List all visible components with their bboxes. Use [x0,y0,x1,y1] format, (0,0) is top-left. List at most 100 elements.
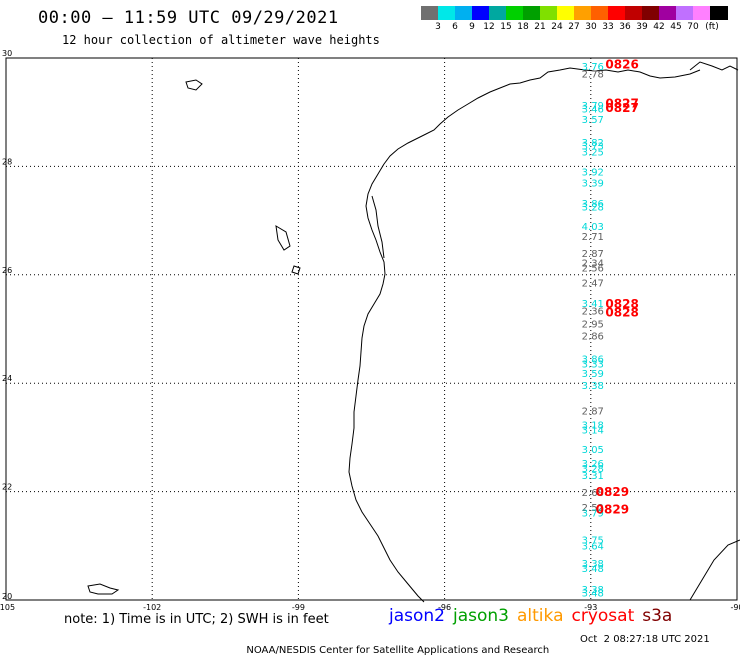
wave-height-label: 3.64 [582,542,604,553]
wave-height-label: 2.68 [582,488,604,499]
wave-height-label: 3.82 [582,138,604,149]
wave-height-label: 3.38 [582,381,604,392]
wave-height-label: 3.26 [582,459,604,470]
colorbar-label: 12 [483,22,495,32]
island-2 [87,583,120,595]
wave-height-label: 2.34 [582,259,604,270]
longitude-tick-label: -105 [0,603,15,612]
latitude-tick-label: 24 [2,374,12,383]
footer: NOAA/NESDIS Center for Satellite Applica… [240,634,709,667]
wave-height-label: 3.73 [582,142,604,153]
pass-time-label: 0829 [596,485,629,499]
wave-height-label: 2.87 [582,407,604,418]
wave-height-label: 3.59 [582,369,604,380]
lat-lon-grid [5,57,738,601]
wave-height-values: 3.762.783.793.463.573.823.733.253.923.39… [582,62,604,600]
yucatan-coast [689,539,740,601]
latitude-tick-label: 28 [2,157,12,166]
pass-time-label: 0829 [596,502,629,516]
wave-height-label: 3.05 [582,445,604,456]
footer-credit: NOAA/NESDIS Center for Satellite Applica… [246,645,550,656]
wave-height-label: 3.41 [582,299,604,310]
colorbar-label: 9 [469,22,475,32]
wave-height-label: 2.78 [582,70,604,81]
legend-entry-s3a: s3a [642,606,673,626]
colorbar-label: 70 [687,22,699,32]
colorbar-label: 15 [500,22,512,32]
wave-height-label: 2.36 [582,306,604,317]
map-note: note: 1) Time is in UTC; 2) SWH is in fe… [64,612,329,627]
wave-height-label: 3.79 [582,509,604,520]
wave-height-label: 3.86 [582,355,604,366]
colorbar-label: 18 [517,22,529,32]
wave-height-label: 3.31 [582,471,604,482]
colorbar-label: 33 [602,22,614,32]
wave-height-label: 4.03 [582,222,604,233]
wave-height-label: 3.86 [582,199,604,210]
longitude-tick-label: -96 [438,603,451,612]
latitude-tick-label: 30 [2,49,12,58]
island-1 [185,79,203,91]
wave-height-label: 2.56 [582,264,604,275]
legend-entry-cryosat: cryosat [571,606,635,626]
gulf-coastline [348,67,701,603]
legend-entry-jason2: jason2 [389,606,445,626]
wave-height-label: 3.33 [582,359,604,370]
wave-height-label: 3.48 [582,589,604,600]
colorbar-label: 39 [636,22,648,32]
longitude-labels: -105 -102 -99 -96 -93 -90 [0,603,740,612]
colorbar-label: 21 [534,22,546,32]
wave-height-label: 2.47 [582,279,604,290]
wave-height-label: 2.71 [582,232,604,243]
longitude-tick-label: -102 [143,603,161,612]
delta-coast [689,61,739,71]
wave-height-label: 3.39 [582,178,604,189]
wave-height-label: 3.76 [582,62,604,73]
chart-title: 00:00 – 11:59 UTC 09/29/2021 [38,8,339,28]
wave-height-label: 2.95 [582,319,604,330]
colorbar-label: 3 [435,22,441,32]
pass-time-label: 0827 [605,101,638,115]
wave-height-label: 2.87 [582,249,604,260]
legend-entry-jason3: jason3 [453,606,509,626]
wave-height-label: 3.38 [582,559,604,570]
colorbar-label: (ft) [705,22,719,32]
wave-height-label: 3.28 [582,202,604,213]
longitude-tick-label: -93 [584,603,597,612]
legend-entry-altika: altika [517,606,564,626]
coastline [87,61,740,603]
wave-height-label: 3.25 [582,148,604,159]
colorbar-label: 36 [619,22,631,32]
map-frame [5,57,738,601]
wave-height-label: 3.18 [582,421,604,432]
latitude-labels: 20 22 24 26 28 30 [2,49,12,601]
longitude-tick-label: -90 [730,603,740,612]
colorbar-label: 42 [653,22,665,32]
wave-height-label: 3.75 [582,536,604,547]
wave-height-label: 3.38 [582,585,604,596]
wave-height-label: 3.48 [582,564,604,575]
colorbar-label: 27 [568,22,580,32]
longitude-tick-label: -99 [292,603,305,612]
colorbar-label: 30 [585,22,597,32]
wave-height-label: 3.28 [582,464,604,475]
latitude-tick-label: 26 [2,266,12,275]
colorbar-label: 45 [670,22,682,32]
pass-time-label: 0827 [605,96,638,110]
wave-height-label: 2.86 [582,331,604,342]
latitude-tick-label: 20 [2,592,12,601]
inland-lake-1 [275,225,291,251]
footer-date: Oct 2 08:27:18 UTC 2021 [580,634,710,645]
wave-height-label: 3.46 [582,105,604,116]
pass-time-label: 0826 [605,57,638,71]
latitude-tick-label: 22 [2,483,12,492]
inland-lake-2 [291,265,301,275]
laguna-madre [371,195,385,259]
colorbar-label: 6 [452,22,458,32]
pass-time-label: 0828 [605,297,638,311]
wave-height-label: 3.92 [582,168,604,179]
wave-height-label: 2.52 [582,503,604,514]
chart-subtitle: 12 hour collection of altimeter wave hei… [62,33,380,47]
